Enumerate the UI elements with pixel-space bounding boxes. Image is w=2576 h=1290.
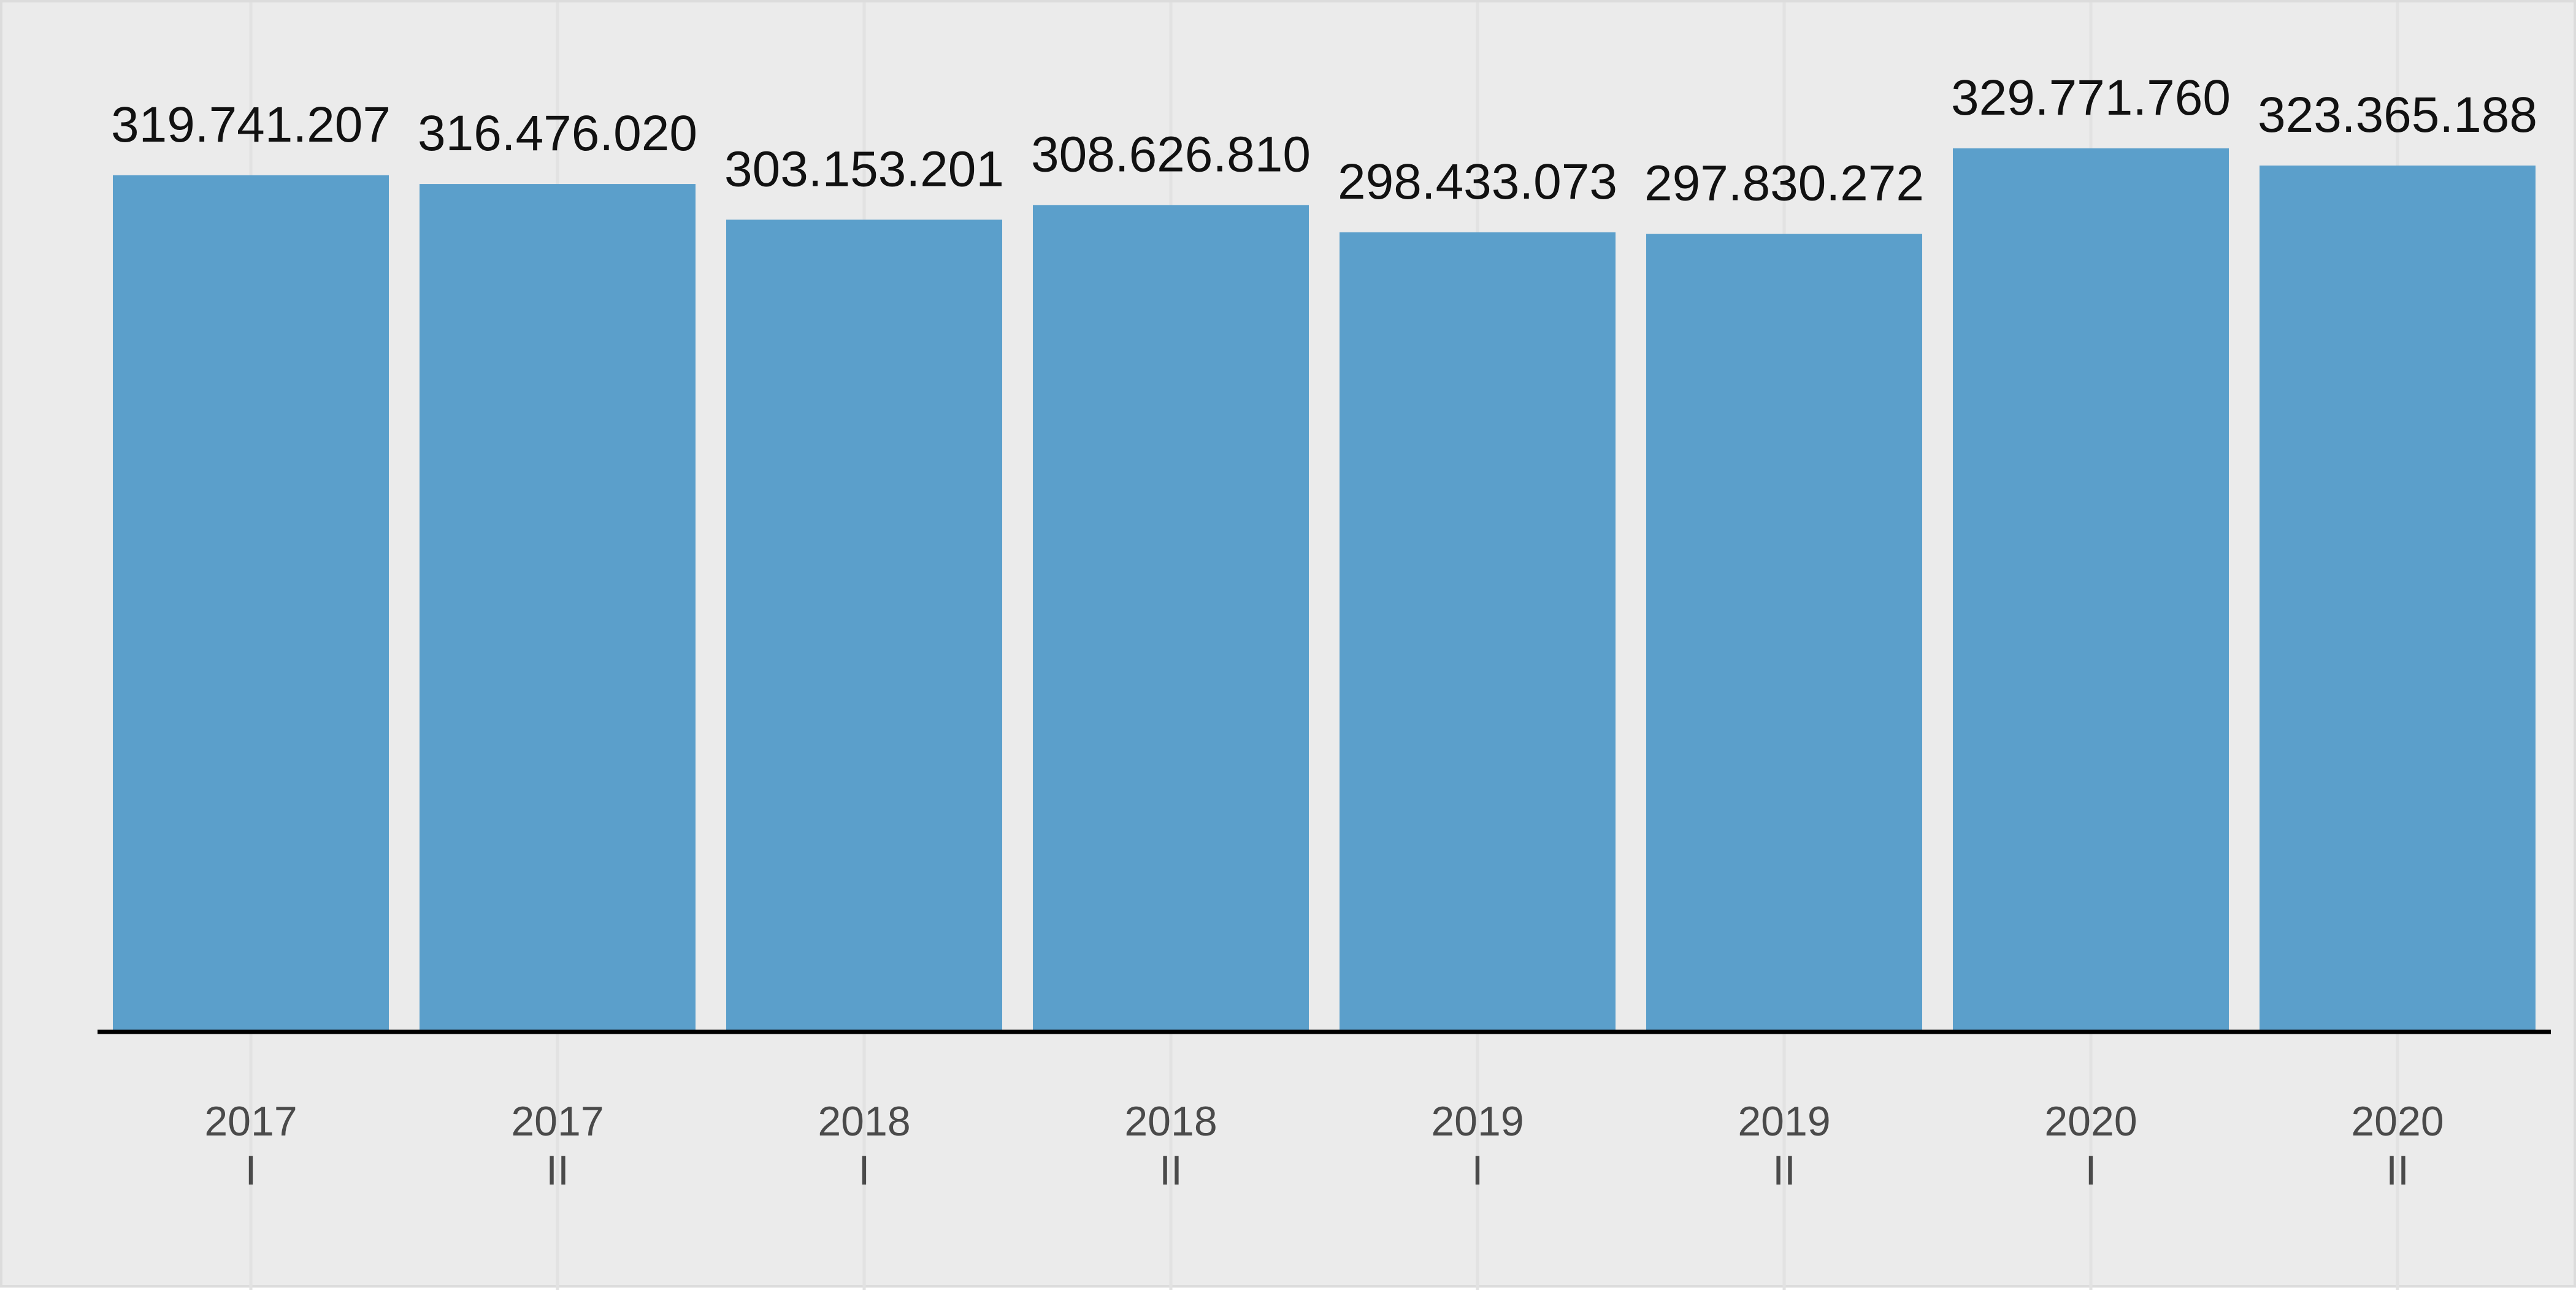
x-tick-label-year: 2017	[204, 1098, 297, 1145]
bar-value-label: 298.433.073	[1338, 154, 1617, 210]
x-tick-label-half: II	[1773, 1147, 1796, 1194]
bars	[113, 148, 2536, 1032]
x-tick-label-half: I	[859, 1147, 870, 1194]
x-tick-label-half: I	[1472, 1147, 1484, 1194]
bar-value-label: 329.771.760	[1951, 70, 2231, 126]
x-tick-label-year: 2018	[1124, 1098, 1217, 1145]
x-tick-label-year: 2020	[2044, 1098, 2137, 1145]
bar-2020-II	[2260, 165, 2536, 1032]
x-tick-label-half: I	[2085, 1147, 2097, 1194]
x-tick-label-year: 2020	[2351, 1098, 2444, 1145]
x-tick-labels: 2017I2017II2018I2018II2019I2019II2020I20…	[204, 1098, 2444, 1194]
x-tick-label-half: II	[1159, 1147, 1183, 1194]
bar-value-label: 319.741.207	[111, 97, 391, 153]
x-tick-label-half: II	[546, 1147, 569, 1194]
bar-2017-I	[113, 175, 389, 1032]
bar-value-label: 323.365.188	[2258, 87, 2537, 143]
bar-2017-II	[420, 184, 696, 1032]
bar-2019-I	[1340, 232, 1616, 1032]
x-tick-label-half: I	[245, 1147, 257, 1194]
bar-2020-I	[1953, 148, 2229, 1032]
x-tick-label-year: 2019	[1431, 1098, 1524, 1145]
bar-value-label: 316.476.020	[418, 105, 697, 161]
bar-value-label: 308.626.810	[1031, 126, 1311, 182]
bar-2018-II	[1033, 205, 1309, 1032]
bar-2019-II	[1646, 234, 1922, 1032]
x-tick-label-half: II	[2386, 1147, 2409, 1194]
bar-value-label: 297.830.272	[1644, 156, 1924, 212]
bar-value-label: 303.153.201	[724, 141, 1004, 197]
x-tick-label-year: 2017	[511, 1098, 604, 1145]
x-tick-label-year: 2019	[1738, 1098, 1830, 1145]
bar-2018-I	[726, 219, 1002, 1032]
value-labels: 319.741.207 316.476.020 303.153.201 308.626…	[111, 70, 2537, 212]
x-tick-label-year: 2018	[818, 1098, 910, 1145]
